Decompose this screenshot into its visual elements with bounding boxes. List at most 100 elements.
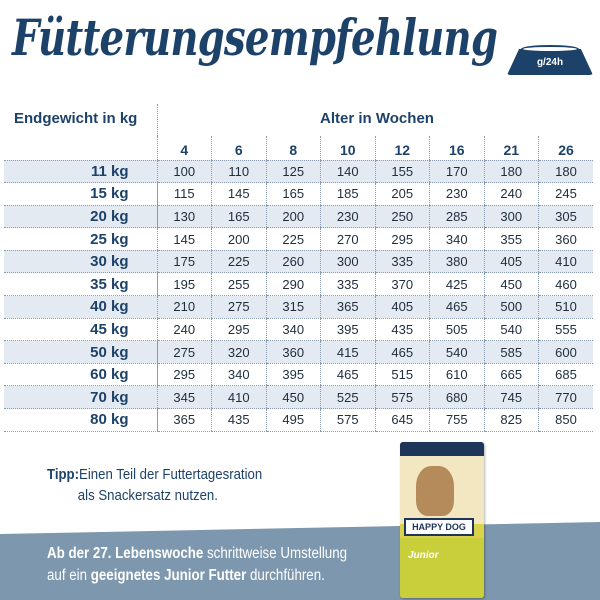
weight-cell: 35 kg <box>4 272 157 297</box>
amount-cell: 685 <box>538 363 593 387</box>
amount-cell: 850 <box>538 408 593 432</box>
amount-cell: 360 <box>265 340 321 364</box>
table-row: 15 kg 115 145 165 185 205 230 240 245 <box>4 182 593 206</box>
amount-cell: 515 <box>374 363 430 387</box>
amount-cell: 500 <box>483 295 539 319</box>
amount-cell: 130 <box>156 205 212 229</box>
banner-bold-2: geeignetes Junior Futter <box>90 567 247 584</box>
banner-text-3: durchführen. <box>246 567 325 584</box>
amount-cell: 290 <box>265 272 321 297</box>
feeding-table: 4 6 8 10 12 16 21 26 11 kg 100 110 125 140 155 170 180… <box>4 136 593 432</box>
weight-cell: 70 kg <box>4 385 157 410</box>
amount-cell: 295 <box>211 318 266 342</box>
column-divider <box>157 104 158 430</box>
amount-cell: 435 <box>374 318 430 342</box>
amount-cell: 370 <box>374 272 430 297</box>
amount-cell: 410 <box>211 385 266 410</box>
amount-cell: 340 <box>429 227 484 251</box>
amount-cell: 555 <box>538 318 593 342</box>
amount-cell: 180 <box>538 160 593 184</box>
amount-cell: 335 <box>320 272 375 297</box>
amount-cell: 165 <box>211 205 266 229</box>
weight-cell: 30 kg <box>4 250 157 274</box>
table-row: 45 kg 240 295 340 395 435 505 540 555 <box>4 318 593 342</box>
amount-cell: 125 <box>265 160 321 184</box>
week-header: 21 <box>483 136 539 161</box>
amount-cell: 275 <box>211 295 266 319</box>
amount-cell: 600 <box>538 340 593 364</box>
amount-cell: 200 <box>211 227 266 251</box>
weight-header: Endgewicht in kg <box>14 110 138 127</box>
amount-cell: 270 <box>320 227 375 251</box>
product-bag-image: HAPPY DOG Junior <box>400 442 484 598</box>
amount-cell: 365 <box>156 408 212 432</box>
banner-text: Ab der 27. Lebenswoche schrittweise Umst… <box>47 543 347 587</box>
amount-cell: 665 <box>483 363 539 387</box>
amount-cell: 575 <box>320 408 375 432</box>
amount-cell: 465 <box>429 295 484 319</box>
week-header: 8 <box>265 136 321 161</box>
amount-cell: 115 <box>156 182 212 206</box>
amount-cell: 110 <box>211 160 266 184</box>
tip-text: Tipp:Einen Teil der Futtertagesration al… <box>47 464 262 506</box>
amount-cell: 145 <box>156 227 212 251</box>
amount-cell: 285 <box>429 205 484 229</box>
banner-bold-1: Ab der 27. Lebenswoche <box>47 545 204 562</box>
table-row: 11 kg 100 110 125 140 155 170 180 180 <box>4 160 593 184</box>
weight-cell: 25 kg <box>4 227 157 251</box>
amount-cell: 225 <box>265 227 321 251</box>
amount-cell: 240 <box>483 182 539 206</box>
weight-cell: 20 kg <box>4 205 157 229</box>
amount-cell: 405 <box>483 250 539 274</box>
amount-cell: 510 <box>538 295 593 319</box>
amount-cell: 335 <box>374 250 430 274</box>
table-row: 25 kg 145 200 225 270 295 340 355 360 <box>4 227 593 251</box>
amount-cell: 145 <box>211 182 266 206</box>
amount-cell: 245 <box>538 182 593 206</box>
amount-cell: 365 <box>320 295 375 319</box>
amount-cell: 425 <box>429 272 484 297</box>
amount-cell: 380 <box>429 250 484 274</box>
amount-cell: 525 <box>320 385 375 410</box>
table-row: 60 kg 295 340 395 465 515 610 665 685 <box>4 363 593 387</box>
unit-badge: g/24h <box>536 57 564 68</box>
amount-cell: 320 <box>211 340 266 364</box>
amount-cell: 770 <box>538 385 593 410</box>
amount-cell: 745 <box>483 385 539 410</box>
amount-cell: 355 <box>483 227 539 251</box>
amount-cell: 465 <box>320 363 375 387</box>
tip-line-2: als Snackersatz nutzen. <box>77 487 218 504</box>
week-header: 12 <box>374 136 430 161</box>
amount-cell: 610 <box>429 363 484 387</box>
amount-cell: 460 <box>538 272 593 297</box>
age-header: Alter in Wochen <box>320 110 434 127</box>
amount-cell: 575 <box>374 385 430 410</box>
amount-cell: 175 <box>156 250 212 274</box>
table-row: 35 kg 195 255 290 335 370 425 450 460 <box>4 272 593 297</box>
weight-cell: 15 kg <box>4 182 157 206</box>
amount-cell: 255 <box>211 272 266 297</box>
bowl-icon: g/24h <box>507 45 593 75</box>
amount-cell: 230 <box>320 205 375 229</box>
amount-cell: 465 <box>374 340 430 364</box>
weight-cell: 11 kg <box>4 160 157 184</box>
amount-cell: 415 <box>320 340 375 364</box>
amount-cell: 315 <box>265 295 321 319</box>
amount-cell: 200 <box>265 205 321 229</box>
amount-cell: 155 <box>374 160 430 184</box>
amount-cell: 185 <box>320 182 375 206</box>
amount-cell: 300 <box>320 250 375 274</box>
page-title: Fütterungsempfehlung <box>12 8 498 67</box>
banner-text-2: auf ein <box>47 567 91 584</box>
amount-cell: 140 <box>320 160 375 184</box>
amount-cell: 230 <box>429 182 484 206</box>
amount-cell: 410 <box>538 250 593 274</box>
amount-cell: 250 <box>374 205 430 229</box>
header-spacer <box>4 136 157 161</box>
weight-cell: 50 kg <box>4 340 157 364</box>
dog-illustration <box>416 466 454 516</box>
amount-cell: 300 <box>483 205 539 229</box>
amount-cell: 505 <box>429 318 484 342</box>
amount-cell: 260 <box>265 250 321 274</box>
weight-cell: 45 kg <box>4 318 157 342</box>
